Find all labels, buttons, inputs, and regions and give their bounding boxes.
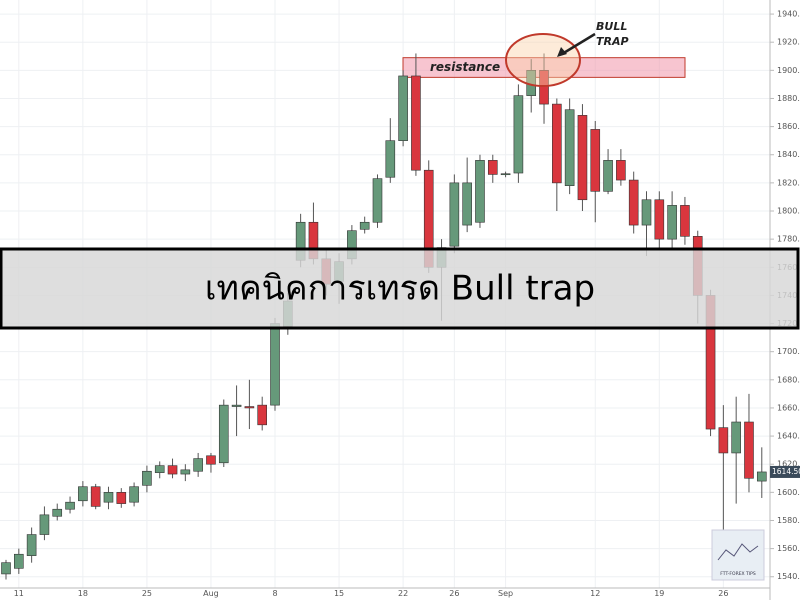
x-tick-label: 18 — [78, 589, 88, 598]
watermark-box — [711, 529, 765, 581]
y-tick-label: 1600.00 — [777, 488, 800, 497]
y-tick-label: 1860.00 — [777, 122, 800, 131]
trap-label: TRAP — [596, 35, 629, 48]
candle-body — [564, 109, 575, 186]
candle-body — [641, 199, 652, 226]
y-tick-label: 1580.00 — [777, 516, 800, 525]
candle-body — [231, 404, 242, 407]
candle-body — [628, 179, 639, 226]
y-tick-label: 1840.00 — [777, 150, 800, 159]
candle-body — [78, 486, 88, 502]
x-tick-label: Sep — [498, 589, 513, 598]
y-tick-label: 1700.00 — [777, 347, 800, 356]
candle-body — [359, 221, 370, 230]
x-tick-label: Aug — [203, 589, 219, 598]
candles — [1, 53, 767, 580]
candle-body — [449, 182, 460, 247]
candle-body — [14, 553, 24, 569]
y-tick-label: 1620.00 — [777, 460, 800, 469]
x-tick-label: 25 — [142, 589, 152, 598]
trap-arrow — [561, 32, 596, 56]
watermark-text: FTT-FOREX TIPS — [720, 571, 756, 577]
banner: เทคนิคการเทรด Bull trap — [0, 247, 800, 330]
candle-body — [129, 486, 139, 503]
y-tick-label: 1880.00 — [777, 94, 800, 103]
y-tick-label: 1820.00 — [777, 178, 800, 187]
y-tick-label: 1800.00 — [777, 207, 800, 216]
candle-body — [372, 178, 383, 223]
candle-body — [462, 182, 472, 226]
y-tick-label: 1540.00 — [777, 572, 800, 581]
x-tick-label: 12 — [590, 589, 600, 598]
x-tick-label: 26 — [718, 589, 728, 598]
candle-body — [744, 421, 754, 479]
watermark-icon — [717, 543, 759, 561]
candle-body — [270, 323, 280, 406]
candle-body — [667, 205, 677, 240]
y-tick-label: 1660.00 — [777, 403, 800, 412]
trap-arrow-head — [557, 47, 567, 57]
y-tick-label: 1900.00 — [777, 66, 800, 75]
candle-body — [603, 160, 613, 192]
y-tick-label: 1920.00 — [777, 38, 800, 47]
candle-body — [616, 160, 626, 181]
candle-body — [116, 492, 127, 504]
candle-body — [26, 534, 37, 556]
banner-box — [0, 247, 800, 330]
candle-body — [487, 160, 498, 175]
candle-body — [718, 427, 729, 454]
candle-body — [513, 95, 524, 174]
candle-body — [193, 458, 203, 472]
x-tick-label: 15 — [334, 589, 344, 598]
candle-body — [398, 75, 408, 141]
candle-body — [731, 421, 741, 454]
candle-body — [180, 469, 191, 475]
annotations: BULL TRAP resistance — [430, 20, 629, 87]
candle-body — [206, 455, 216, 465]
candle-body — [411, 75, 421, 171]
last-price-box — [770, 465, 800, 478]
candle-body — [65, 501, 75, 510]
candle-body — [39, 514, 50, 535]
candle-body — [756, 471, 767, 482]
candle-body — [539, 70, 549, 105]
y-tick-label: 1680.00 — [777, 375, 800, 384]
x-tick-label: 11 — [14, 589, 24, 598]
banner-title: เทคนิคการเทรด Bull trap — [205, 269, 595, 309]
y-tick-label: 1940.00 — [777, 10, 800, 19]
watermark: FTT-FOREX TIPS — [711, 529, 765, 581]
bull-label: BULL — [596, 20, 627, 33]
x-tick-label: 8 — [272, 589, 277, 598]
candle-body — [52, 508, 63, 517]
x-tick-label: 26 — [449, 589, 459, 598]
x-tick-label: 19 — [654, 589, 664, 598]
candle-body — [590, 129, 601, 192]
candle-body — [500, 173, 511, 176]
trap-ellipse — [505, 33, 581, 87]
candle-body — [577, 115, 588, 201]
candle-body — [142, 470, 152, 486]
candle-body — [680, 205, 690, 237]
candle-body — [257, 404, 268, 426]
candle-body — [552, 103, 562, 184]
candle-body — [654, 199, 665, 240]
candle-body — [385, 140, 396, 178]
y-tick-label: 1560.00 — [777, 544, 800, 553]
resistance-label: resistance — [430, 60, 500, 74]
candle-body — [218, 404, 229, 464]
candle-body — [103, 492, 114, 503]
y-tick-label: 1640.00 — [777, 432, 800, 441]
y-tick-label: 1780.00 — [777, 235, 800, 244]
candle-body — [244, 406, 255, 409]
candle-body — [1, 562, 11, 575]
candle-body — [167, 465, 178, 475]
candle-body — [90, 486, 101, 507]
candle-body — [154, 465, 165, 473]
candle-body — [475, 160, 485, 223]
x-tick-label: 22 — [398, 589, 408, 598]
last-price-label: 1614.50 — [772, 467, 800, 476]
